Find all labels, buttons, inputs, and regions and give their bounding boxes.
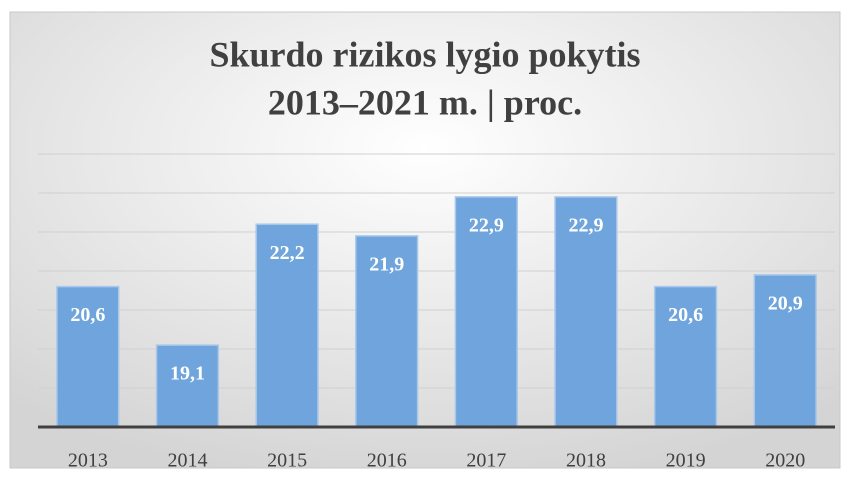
- chart-title: Skurdo rizikos lygio pokytis: [209, 34, 640, 74]
- bar: [355, 235, 419, 428]
- x-tick-label: 2020: [765, 450, 805, 472]
- x-tick-label: 2014: [167, 450, 207, 472]
- x-tick-label: 2015: [267, 450, 307, 472]
- bar: [753, 274, 817, 428]
- x-tick-label: 2018: [566, 450, 606, 472]
- x-tick-label: 2013: [68, 450, 108, 472]
- data-label: 21,9: [369, 253, 404, 275]
- bar: [554, 196, 618, 428]
- bar: [255, 223, 319, 428]
- x-tick-label: 2017: [466, 450, 506, 472]
- data-label: 22,2: [270, 242, 305, 264]
- data-label: 19,1: [170, 363, 205, 385]
- chart-title: 2013–2021 m. | proc.: [268, 82, 582, 122]
- x-tick-label: 2019: [666, 450, 706, 472]
- data-label: 20,9: [768, 292, 803, 314]
- data-label: 22,9: [469, 214, 504, 236]
- data-label: 20,6: [668, 304, 703, 326]
- bar: [653, 285, 718, 428]
- data-label: 20,6: [70, 304, 105, 326]
- x-tick-label: 2016: [367, 450, 407, 472]
- data-label: 22,9: [568, 214, 603, 236]
- bar: [155, 344, 220, 428]
- bar: [454, 196, 518, 428]
